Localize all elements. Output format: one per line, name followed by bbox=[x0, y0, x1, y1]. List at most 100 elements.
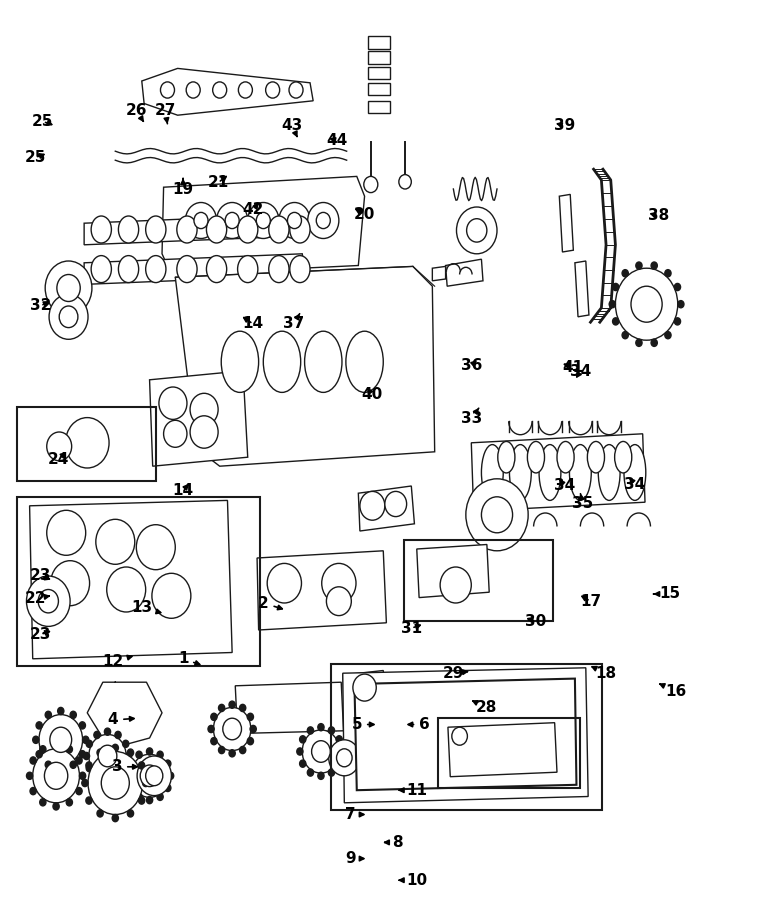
Circle shape bbox=[622, 270, 629, 277]
Circle shape bbox=[312, 741, 330, 762]
Circle shape bbox=[208, 725, 214, 733]
Circle shape bbox=[300, 736, 306, 743]
Polygon shape bbox=[575, 261, 589, 317]
Circle shape bbox=[612, 284, 619, 291]
Circle shape bbox=[139, 797, 145, 805]
Circle shape bbox=[466, 479, 528, 551]
Polygon shape bbox=[368, 51, 390, 64]
Ellipse shape bbox=[146, 256, 166, 283]
Circle shape bbox=[136, 793, 143, 800]
Circle shape bbox=[86, 764, 93, 771]
Ellipse shape bbox=[263, 331, 301, 392]
Circle shape bbox=[467, 219, 487, 242]
Polygon shape bbox=[343, 668, 588, 803]
Circle shape bbox=[137, 756, 171, 796]
Circle shape bbox=[190, 416, 218, 448]
Ellipse shape bbox=[206, 216, 227, 243]
Circle shape bbox=[316, 212, 330, 229]
Ellipse shape bbox=[118, 256, 139, 283]
Circle shape bbox=[97, 749, 103, 756]
Circle shape bbox=[307, 769, 313, 776]
Bar bbox=[438, 718, 580, 788]
Circle shape bbox=[38, 590, 58, 613]
Circle shape bbox=[223, 718, 241, 740]
Polygon shape bbox=[417, 544, 489, 598]
Circle shape bbox=[152, 573, 191, 618]
Circle shape bbox=[326, 587, 351, 616]
Circle shape bbox=[140, 765, 159, 787]
Text: 33: 33 bbox=[460, 409, 482, 426]
Circle shape bbox=[45, 711, 51, 718]
Text: 27: 27 bbox=[154, 104, 176, 124]
Circle shape bbox=[70, 761, 76, 769]
Circle shape bbox=[112, 744, 118, 752]
Text: 25: 25 bbox=[32, 114, 54, 129]
Circle shape bbox=[88, 752, 143, 814]
Circle shape bbox=[302, 730, 340, 773]
Circle shape bbox=[675, 318, 681, 325]
Text: 30: 30 bbox=[525, 614, 547, 628]
Ellipse shape bbox=[509, 445, 531, 500]
Circle shape bbox=[239, 705, 245, 712]
Circle shape bbox=[211, 714, 217, 721]
Polygon shape bbox=[448, 723, 557, 777]
Bar bbox=[17, 497, 260, 666]
Circle shape bbox=[164, 784, 171, 792]
Text: 34: 34 bbox=[624, 477, 646, 491]
Ellipse shape bbox=[91, 256, 111, 283]
Circle shape bbox=[308, 202, 339, 238]
Circle shape bbox=[336, 760, 342, 767]
Circle shape bbox=[125, 772, 132, 779]
Circle shape bbox=[49, 294, 88, 339]
Circle shape bbox=[651, 339, 657, 346]
Circle shape bbox=[30, 788, 37, 795]
Circle shape bbox=[33, 749, 79, 803]
Circle shape bbox=[129, 784, 135, 792]
Circle shape bbox=[82, 779, 88, 787]
Circle shape bbox=[440, 567, 471, 603]
Ellipse shape bbox=[118, 216, 139, 243]
Text: 19: 19 bbox=[172, 179, 194, 196]
Text: 5: 5 bbox=[351, 717, 374, 732]
Circle shape bbox=[636, 339, 642, 346]
Text: 42: 42 bbox=[242, 202, 264, 217]
Polygon shape bbox=[446, 259, 483, 286]
Circle shape bbox=[218, 705, 224, 712]
Text: 31: 31 bbox=[400, 621, 422, 635]
Ellipse shape bbox=[290, 216, 310, 243]
Ellipse shape bbox=[557, 441, 574, 473]
Circle shape bbox=[101, 767, 129, 799]
Bar bbox=[17, 407, 156, 481]
Text: 22: 22 bbox=[24, 591, 49, 606]
Circle shape bbox=[213, 82, 227, 98]
Circle shape bbox=[36, 722, 42, 729]
Text: 44: 44 bbox=[326, 133, 347, 148]
Circle shape bbox=[53, 742, 59, 749]
Circle shape bbox=[336, 735, 342, 742]
Circle shape bbox=[675, 284, 681, 291]
Ellipse shape bbox=[206, 256, 227, 283]
Text: 3: 3 bbox=[111, 760, 137, 774]
Circle shape bbox=[631, 286, 662, 322]
Text: 6: 6 bbox=[408, 717, 430, 732]
Bar bbox=[331, 664, 602, 810]
Circle shape bbox=[364, 176, 378, 193]
Text: 35: 35 bbox=[572, 494, 594, 511]
Circle shape bbox=[622, 331, 629, 338]
Circle shape bbox=[143, 779, 149, 787]
Ellipse shape bbox=[481, 445, 503, 500]
Circle shape bbox=[53, 803, 59, 810]
Circle shape bbox=[609, 301, 615, 308]
Circle shape bbox=[94, 732, 100, 739]
Text: 28: 28 bbox=[473, 700, 498, 715]
Circle shape bbox=[47, 432, 72, 461]
Text: 40: 40 bbox=[361, 387, 382, 401]
Ellipse shape bbox=[238, 216, 258, 243]
Circle shape bbox=[194, 212, 208, 229]
Circle shape bbox=[399, 175, 411, 189]
Circle shape bbox=[185, 202, 217, 238]
Circle shape bbox=[58, 707, 64, 715]
Ellipse shape bbox=[146, 216, 166, 243]
Text: 37: 37 bbox=[283, 314, 305, 331]
Circle shape bbox=[481, 497, 513, 533]
